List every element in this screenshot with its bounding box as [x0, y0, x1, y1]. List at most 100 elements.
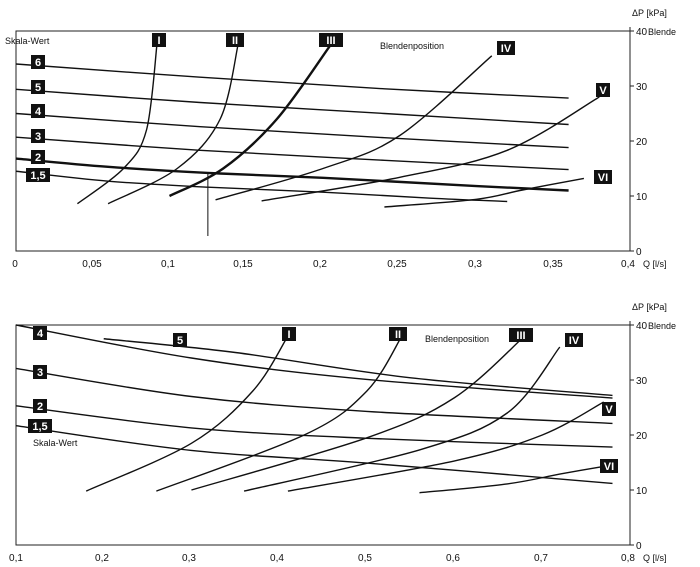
scale-badge-1-5-box — [28, 419, 52, 433]
x-tick-label: 0 — [12, 259, 18, 270]
position-curve-I — [76, 41, 158, 205]
scale-label: Skala-Wert — [33, 438, 78, 448]
x-tick-label: 0,1 — [9, 553, 23, 564]
y-axis-label: ΔP [kPa] — [632, 302, 667, 312]
scale-badge-4-label: 4 — [37, 328, 44, 340]
position-badge-II-label: II — [232, 35, 238, 47]
position-label: Blendenposition — [425, 334, 489, 344]
y-tick-label: 0 — [636, 541, 642, 552]
y-tick-label: 40 — [636, 27, 648, 38]
chart-top: 0 10 20 30 40 0 0,05 0,1 0,15 0,2 0,25 0,3 0,35 0,4 ΔP… — [5, 8, 676, 270]
x-tick-label: 0,3 — [468, 259, 482, 270]
position-badge-III-label: III — [516, 330, 525, 342]
position-curve-I — [85, 335, 289, 492]
scale-curve-4 — [15, 112, 569, 149]
scale-curve-5 — [103, 338, 613, 397]
scale-label: Skala-Wert — [5, 36, 50, 46]
x-tick-label: 0,6 — [446, 553, 460, 564]
scale-badge-2-label: 2 — [37, 401, 43, 413]
position-curve-II — [107, 41, 240, 205]
scale-curve-2 — [15, 405, 613, 448]
y-tick-label: 30 — [636, 82, 648, 93]
position-badge-V-box — [596, 83, 610, 97]
scale-curve-1-5 — [15, 170, 508, 203]
y-tick-label: 10 — [636, 192, 648, 203]
position-curve-V — [287, 401, 605, 492]
position-badge-V-label: V — [599, 85, 607, 97]
x-axis-label: Q [l/s] — [643, 259, 667, 269]
x-tick-label: 0,8 — [621, 553, 635, 564]
x-tick-label: 0,1 — [161, 259, 175, 270]
position-curve-II — [156, 335, 403, 492]
scale-badge-6-box — [31, 55, 45, 69]
position-badge-VI-box — [600, 459, 618, 473]
position-curve-IV — [215, 55, 493, 201]
scale-badge-3-box — [31, 129, 45, 143]
y-tick-label: 20 — [636, 431, 648, 442]
position-badge-IV-box — [565, 333, 583, 347]
position-badge-I-box — [152, 33, 166, 47]
position-badge-IV-label: IV — [569, 335, 580, 347]
position-badge-II-box — [389, 327, 407, 341]
scale-badge-2-box — [33, 399, 47, 413]
y-tick-label: 40 — [636, 321, 648, 332]
scale-badge-3-label: 3 — [35, 131, 41, 143]
chart-bottom: 0 10 20 30 40 0,1 0,2 0,3 0,4 0,5 0,6 0,7 0,8 ΔP [kPa… — [9, 302, 676, 564]
x-tick-label: 0,05 — [82, 259, 102, 270]
position-badge-V-label: V — [605, 404, 613, 416]
y-tick-label: 20 — [636, 137, 648, 148]
x-tick-label: 0,5 — [358, 553, 372, 564]
position-badge-I-label: I — [287, 329, 290, 341]
scale-badge-5-box — [173, 333, 187, 347]
position-badge-I-box — [282, 327, 296, 341]
position-badge-III-box — [509, 328, 533, 342]
y-tick-label: 0 — [636, 247, 642, 258]
scale-badge-2-box — [31, 150, 45, 164]
position-curve-V — [261, 96, 600, 202]
scale-badge-4-label: 4 — [35, 106, 42, 118]
scale-badge-1-5-label: 1,5 — [30, 170, 45, 182]
y-tick-label: 10 — [636, 486, 648, 497]
scale-curve-6 — [15, 63, 569, 99]
position-badge-IV-label: IV — [501, 43, 512, 55]
scale-curve-1-5 — [15, 424, 613, 485]
position-badge-VI-label: VI — [598, 172, 608, 184]
scale-badge-1-5-label: 1,5 — [32, 421, 47, 433]
position-curve-VI — [419, 465, 604, 494]
y-axis-extra-label: Blende — [648, 27, 676, 37]
scale-badge-5-label: 5 — [35, 82, 41, 94]
position-badge-IV-box — [497, 41, 515, 55]
x-tick-label: 0,3 — [182, 553, 196, 564]
scale-badge-4-box — [31, 104, 45, 118]
position-curve-VI — [384, 177, 585, 208]
position-badge-VI-box — [594, 170, 612, 184]
scale-badge-3-box — [33, 365, 47, 379]
position-badge-III-box — [319, 33, 343, 47]
position-curve-III — [191, 335, 526, 491]
scale-badge-1-5-box — [26, 168, 50, 182]
y-axis-extra-label: Blende — [648, 321, 676, 331]
position-badge-V-box — [602, 402, 616, 416]
position-badge-I-label: I — [157, 35, 160, 47]
position-badge-II-box — [226, 33, 244, 47]
scale-curve-5 — [15, 88, 569, 126]
y-axis-label: ΔP [kPa] — [632, 8, 667, 18]
position-badge-III-label: III — [326, 35, 335, 47]
scale-curve-2 — [15, 157, 569, 192]
position-curve-IV — [243, 346, 561, 492]
position-badge-II-label: II — [395, 329, 401, 341]
x-tick-label: 0,2 — [95, 553, 109, 564]
scale-badge-2-label: 2 — [35, 152, 41, 164]
x-tick-label: 0,4 — [621, 259, 635, 270]
scale-curve-3 — [15, 367, 613, 425]
scale-badge-3-label: 3 — [37, 367, 43, 379]
x-tick-label: 0,25 — [387, 259, 407, 270]
x-axis-label: Q [l/s] — [643, 553, 667, 563]
scale-badge-5-label: 5 — [177, 335, 183, 347]
plot-frame — [15, 324, 630, 546]
y-tick-label: 30 — [636, 376, 648, 387]
plot-frame — [15, 30, 630, 252]
x-tick-label: 0,7 — [534, 553, 548, 564]
position-label: Blendenposition — [380, 41, 444, 51]
